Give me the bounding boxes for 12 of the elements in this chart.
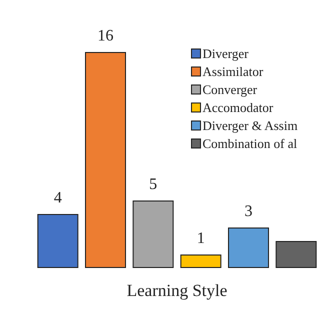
x-axis-title: Learning Style xyxy=(126,281,228,300)
legend-label: Combination of al xyxy=(202,136,298,151)
data-label: 16 xyxy=(98,28,114,44)
data-label: 5 xyxy=(149,176,158,193)
data-label: 4 xyxy=(54,190,62,206)
data-label: 3 xyxy=(244,203,252,220)
legend-label: Converger xyxy=(202,82,258,97)
legend-label: Assimilator xyxy=(202,64,264,79)
legend-label: Diverger & Assim xyxy=(202,118,298,133)
data-label: 1 xyxy=(196,230,205,247)
legend-label: Accomodator xyxy=(202,100,274,115)
legend-label: Diverger xyxy=(202,46,250,61)
